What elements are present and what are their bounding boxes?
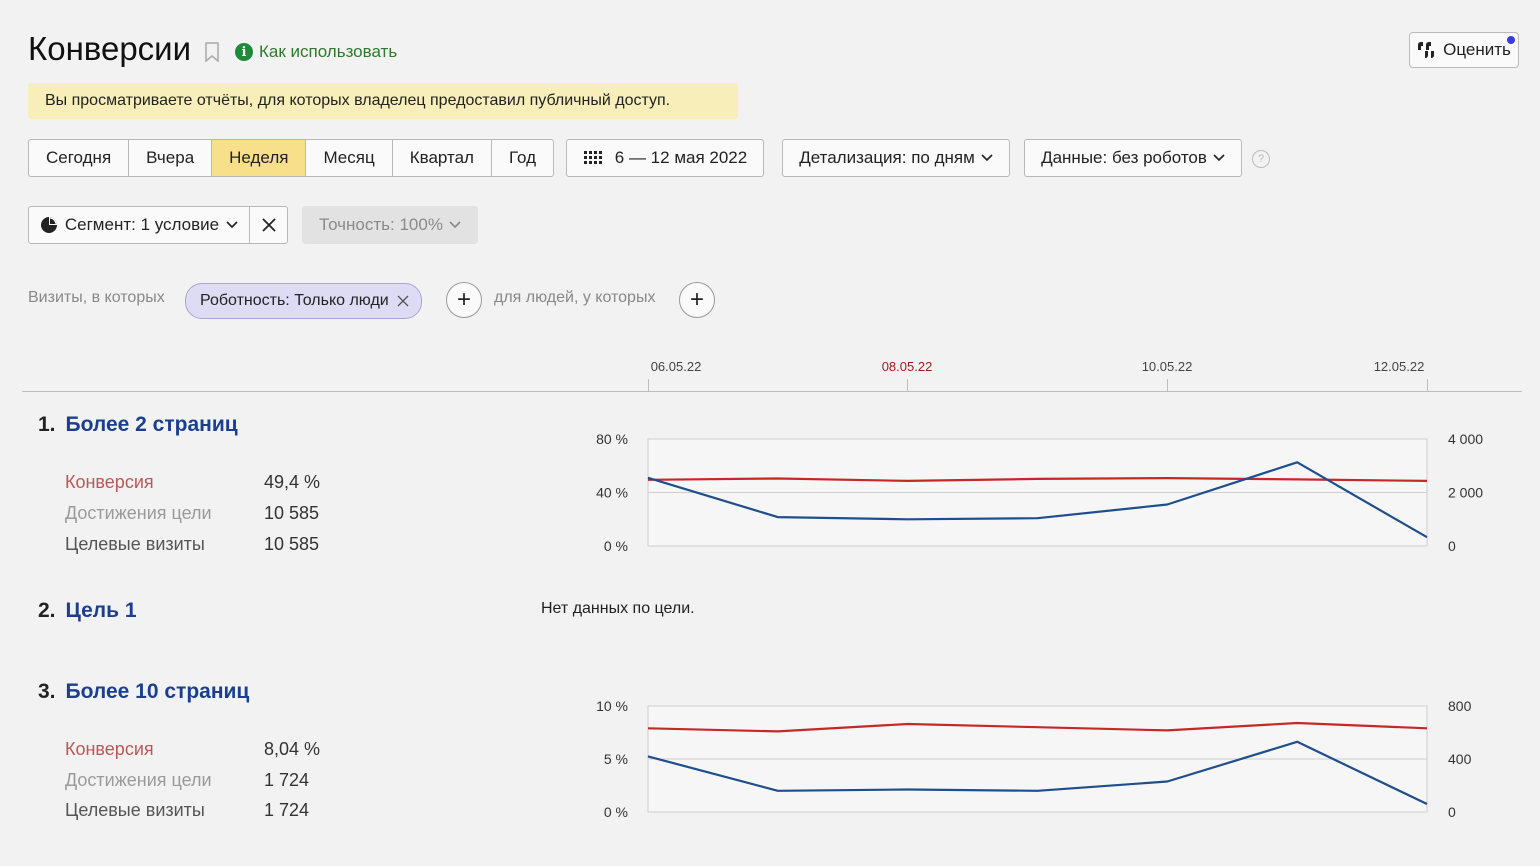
y-right-tick-label: 2 000 [1448, 485, 1483, 501]
goal-1-title: 1. Более 2 страниц [38, 413, 238, 437]
y-left-tick-label: 40 % [596, 485, 628, 501]
visits-filter-label: Визиты, в которых [28, 289, 165, 306]
timeline-date: 10.05.22 [1141, 359, 1193, 374]
detail-dropdown[interactable]: Детализация: по дням [782, 139, 1010, 177]
date-range-button[interactable]: 6 — 12 мая 2022 [566, 139, 764, 177]
y-left-tick-label: 80 % [596, 431, 628, 447]
howto-link[interactable]: i Как использовать [235, 42, 397, 62]
segment-dropdown[interactable]: Сегмент: 1 условие [28, 206, 250, 244]
reaches-value: 1 724 [264, 770, 310, 790]
period-week[interactable]: Неделя [212, 140, 307, 176]
plus-icon: + [689, 286, 704, 313]
goal-2-title: 2. Цель 1 [38, 599, 137, 623]
info-icon: i [235, 43, 253, 61]
timeline-tick [1427, 379, 1428, 391]
period-today[interactable]: Сегодня [29, 140, 130, 176]
page-title: Конверсии [28, 30, 192, 67]
data-label: Данные: без роботов [1041, 148, 1207, 167]
no-data-message: Нет данных по цели. [541, 600, 695, 617]
divider [22, 391, 1522, 392]
reaches-value: 10 585 [264, 503, 320, 523]
conversion-value: 49,4 % [264, 472, 321, 492]
y-left-tick-label: 5 % [604, 751, 628, 767]
goal-number: 3. [38, 680, 56, 703]
y-left-tick-label: 0 % [604, 804, 628, 820]
chip-label: Роботность: Только люди [200, 292, 389, 309]
reaches-label: Достижения цели [65, 503, 212, 523]
y-right-tick-label: 0 [1448, 804, 1456, 820]
y-right-tick-label: 0 [1448, 538, 1456, 554]
calendar-icon [583, 151, 602, 164]
howto-label: Как использовать [259, 42, 398, 61]
goal-name-link[interactable]: Более 10 страниц [65, 680, 250, 703]
period-quarter[interactable]: Квартал [393, 140, 492, 176]
period-selector: Сегодня Вчера Неделя Месяц Квартал Год [28, 139, 555, 177]
timeline-date: 06.05.22 [650, 359, 702, 374]
timeline-tick [907, 379, 908, 391]
quote-icon [1418, 42, 1435, 58]
reaches-label: Достижения цели [65, 770, 212, 790]
detail-label: Детализация: по дням [799, 148, 975, 167]
timeline-tick [648, 379, 649, 391]
visits-label: Целевые визиты [65, 534, 205, 554]
period-year[interactable]: Год [508, 148, 537, 167]
goal-name-link[interactable]: Цель 1 [65, 599, 137, 622]
visits-value: 10 585 [264, 534, 320, 554]
y-right-tick-label: 4 000 [1448, 431, 1483, 447]
goal-3-title: 3. Более 10 страниц [38, 680, 249, 704]
timeline-date: 12.05.22 [1373, 359, 1425, 374]
public-access-notice: Вы просматриваете отчёты, для которых вл… [28, 83, 738, 119]
conversion-label: Конверсия [65, 472, 154, 492]
plus-icon: + [456, 286, 471, 313]
close-icon[interactable] [397, 295, 409, 307]
notification-dot [1507, 36, 1515, 44]
chevron-down-icon [226, 221, 238, 229]
y-right-tick-label: 400 [1448, 751, 1472, 767]
goal-name-link[interactable]: Более 2 страниц [65, 413, 238, 436]
chevron-down-icon [449, 221, 461, 229]
visits-label: Целевые визиты [65, 800, 205, 820]
y-left-tick-label: 10 % [596, 698, 628, 714]
rate-label: Оценить [1443, 40, 1511, 59]
people-filter-label: для людей, у которых [494, 289, 656, 306]
timeline-tick [1167, 379, 1168, 391]
pie-chart-icon [40, 217, 57, 233]
conversion-label: Конверсия [65, 739, 154, 759]
conversion-series-line [647, 477, 1428, 482]
help-icon[interactable]: ? [1252, 150, 1270, 168]
data-dropdown[interactable]: Данные: без роботов [1024, 139, 1242, 177]
visits-series-line [647, 461, 1428, 539]
add-visit-condition-button[interactable]: + [446, 282, 482, 318]
visits-value: 1 724 [264, 800, 310, 820]
robot-filter-chip[interactable]: Роботность: Только люди [185, 283, 422, 319]
date-range-label: 6 — 12 мая 2022 [614, 148, 748, 167]
period-yesterday[interactable]: Вчера [129, 140, 213, 176]
chevron-down-icon [981, 154, 993, 162]
segment-clear-button[interactable] [249, 206, 288, 244]
chevron-down-icon [1213, 154, 1225, 162]
segment-label: Сегмент: 1 условие [64, 215, 220, 234]
add-people-condition-button[interactable]: + [679, 282, 715, 318]
accuracy-label: Точность: 100% [319, 215, 443, 234]
goal-number: 2. [38, 599, 56, 622]
timeline-date-highlight: 08.05.22 [881, 359, 933, 374]
visits-series-line [647, 740, 1428, 805]
y-left-tick-label: 0 % [604, 538, 628, 554]
rate-button[interactable]: Оценить [1409, 32, 1519, 68]
close-icon [261, 218, 276, 232]
y-right-tick-label: 800 [1448, 698, 1472, 714]
period-month[interactable]: Месяц [306, 140, 393, 176]
conversion-series-line [647, 721, 1428, 733]
accuracy-dropdown[interactable]: Точность: 100% [302, 206, 478, 244]
conversion-value: 8,04 % [264, 739, 321, 759]
goal-number: 1. [38, 413, 56, 436]
bookmark-icon[interactable] [205, 42, 219, 62]
